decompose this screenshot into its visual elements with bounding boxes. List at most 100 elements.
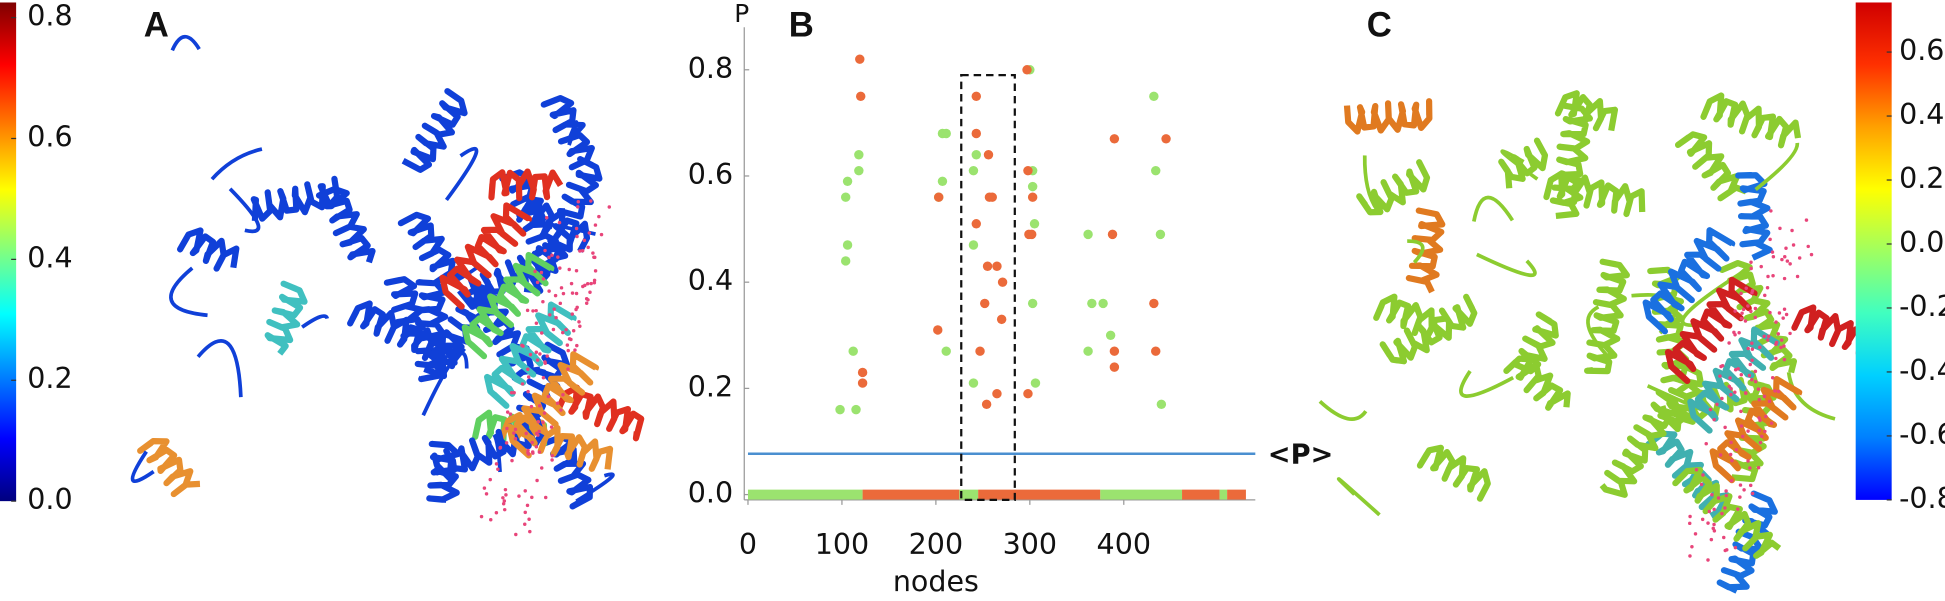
atom-dot bbox=[1791, 243, 1796, 247]
loop bbox=[567, 120, 579, 146]
atom-dot bbox=[524, 431, 528, 436]
atom-dot bbox=[539, 270, 544, 275]
atom-dot bbox=[1782, 276, 1787, 281]
atom-dot bbox=[607, 205, 612, 209]
atom-dot bbox=[501, 496, 505, 500]
atom-dot bbox=[537, 404, 542, 408]
atom-dot bbox=[535, 431, 539, 436]
atom-dot bbox=[570, 312, 574, 316]
atom-dot bbox=[1740, 311, 1744, 315]
atom-dot bbox=[1757, 416, 1761, 420]
atom-dot bbox=[513, 437, 518, 441]
helix bbox=[1645, 430, 1731, 519]
atom-dot bbox=[593, 269, 598, 273]
data-point bbox=[1083, 346, 1093, 356]
atom-dot bbox=[1694, 468, 1699, 472]
y-tick-label: 0.2 bbox=[688, 370, 733, 403]
atom-dot bbox=[1712, 522, 1716, 527]
atom-dot bbox=[1728, 452, 1733, 457]
atom-dot bbox=[508, 412, 513, 416]
atom-dot bbox=[1784, 312, 1789, 317]
helix bbox=[1343, 98, 1433, 135]
data-point bbox=[855, 54, 865, 64]
data-point bbox=[1107, 229, 1118, 240]
atom-dot bbox=[567, 267, 571, 272]
atom-dot bbox=[1766, 274, 1770, 279]
atom-dot bbox=[1723, 425, 1727, 430]
atom-dot bbox=[534, 308, 538, 313]
atom-dot bbox=[569, 281, 574, 286]
atom-dot bbox=[1764, 414, 1768, 419]
atom-dot bbox=[517, 494, 521, 498]
panel-label: C bbox=[1367, 6, 1392, 44]
atom-dot bbox=[1782, 357, 1787, 362]
data-point bbox=[842, 240, 853, 250]
atom-dot bbox=[531, 309, 535, 313]
atom-dot bbox=[1729, 440, 1733, 445]
data-point bbox=[971, 91, 981, 102]
atom-dot bbox=[1804, 218, 1809, 222]
atom-dot bbox=[502, 499, 507, 503]
x-axis-label: nodes bbox=[893, 565, 979, 598]
colorbar bbox=[0, 2, 17, 502]
atom-dot bbox=[582, 238, 587, 243]
atom-dot bbox=[558, 266, 562, 270]
atom-dot bbox=[1784, 246, 1788, 250]
panel-label: B bbox=[789, 6, 814, 44]
atom-dot bbox=[1736, 367, 1740, 371]
atom-dot bbox=[553, 293, 558, 298]
atom-dot bbox=[548, 313, 552, 317]
atom-dot bbox=[541, 277, 546, 281]
atom-dot bbox=[1753, 369, 1758, 374]
atom-dot bbox=[1733, 390, 1737, 394]
atom-dot bbox=[1795, 274, 1800, 279]
data-point bbox=[848, 346, 858, 356]
atom-dot bbox=[1769, 421, 1774, 425]
atom-dot bbox=[1750, 347, 1755, 351]
node-strip bbox=[959, 489, 979, 500]
helix bbox=[1664, 276, 1758, 385]
atom-dot bbox=[574, 269, 579, 273]
atom-dot bbox=[547, 289, 551, 293]
loop bbox=[1362, 155, 1379, 211]
atom-dot bbox=[537, 429, 541, 434]
highlight-box bbox=[960, 73, 1016, 502]
data-point bbox=[857, 367, 868, 378]
atom-dot bbox=[1762, 334, 1766, 339]
data-point bbox=[981, 399, 992, 410]
atom-dot bbox=[1782, 307, 1787, 311]
atom-dot bbox=[1733, 309, 1737, 313]
atom-dot bbox=[1720, 511, 1724, 516]
data-point bbox=[835, 404, 845, 415]
helix bbox=[401, 88, 468, 173]
data-point bbox=[937, 176, 948, 187]
helix bbox=[264, 280, 308, 356]
atom-dot bbox=[539, 466, 544, 470]
node-strip bbox=[862, 489, 960, 500]
loop bbox=[1786, 372, 1836, 421]
atom-dot bbox=[1767, 399, 1772, 404]
atom-dot bbox=[1806, 244, 1810, 249]
atom-dot bbox=[534, 350, 539, 354]
atom-dot bbox=[1757, 397, 1761, 402]
atom-dot bbox=[1739, 424, 1744, 428]
loop bbox=[170, 34, 201, 52]
atom-dot bbox=[1766, 334, 1771, 339]
atom-dot bbox=[585, 281, 590, 286]
helix bbox=[1700, 92, 1802, 149]
atom-dot bbox=[538, 352, 542, 356]
loop bbox=[1476, 252, 1537, 278]
data-point bbox=[971, 219, 981, 229]
helix bbox=[1735, 172, 1773, 261]
atom-dot bbox=[566, 348, 570, 353]
colorbar bbox=[1855, 2, 1892, 500]
atom-dot bbox=[1739, 409, 1743, 414]
atom-dot bbox=[1729, 392, 1733, 397]
node-strip bbox=[1227, 489, 1246, 500]
atom-dot bbox=[543, 495, 548, 500]
atom-dot bbox=[498, 445, 503, 450]
helix bbox=[1599, 389, 1680, 498]
atom-dot bbox=[564, 327, 568, 332]
data-point bbox=[854, 165, 864, 176]
